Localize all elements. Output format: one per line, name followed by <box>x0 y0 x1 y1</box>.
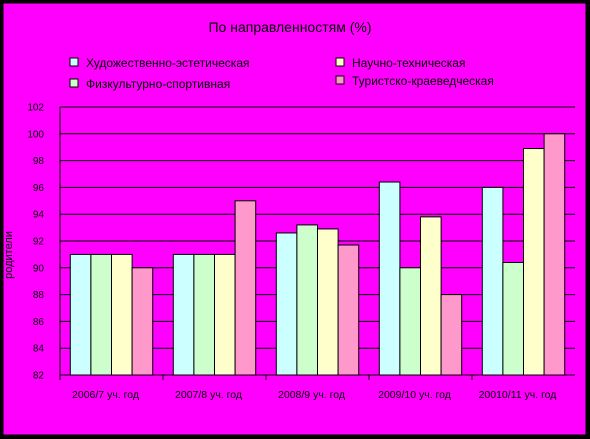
x-tick-labels: 2006/7 уч. год 2007/8 уч. год 2008/9 уч. г… <box>72 389 556 401</box>
x-tick-label: 20010/11 уч. год <box>479 389 557 401</box>
bar <box>111 253 133 376</box>
bar <box>131 267 154 376</box>
bar <box>481 186 504 376</box>
y-tick-label: 102 <box>27 103 44 114</box>
legend-label: Туристско-краеведческая <box>352 74 494 88</box>
bar <box>69 253 92 376</box>
y-tick-label: 82 <box>33 371 45 382</box>
y-tick-label: 90 <box>33 263 45 274</box>
bars <box>69 133 566 376</box>
legend: Художественно-эстетическая Физкультурно-с… <box>69 56 494 91</box>
bar <box>502 261 524 376</box>
y-tick-label: 96 <box>33 183 45 194</box>
bar <box>214 253 236 376</box>
bar <box>296 224 318 376</box>
bar <box>337 244 360 376</box>
bar <box>275 232 298 376</box>
x-tick-label: 2006/7 уч. год <box>72 389 139 401</box>
bar <box>172 253 195 376</box>
x-tick-label: 2008/9 уч. год <box>278 389 345 401</box>
axes <box>59 107 575 380</box>
y-tick-label: 98 <box>33 156 45 167</box>
bar <box>90 253 113 376</box>
legend-label: Физкультурно-спортивная <box>86 77 230 91</box>
bar <box>543 133 566 376</box>
chart-title: По направленностям (%) <box>208 19 371 35</box>
y-tick-label: 92 <box>33 237 45 248</box>
legend-label: Научно-техническая <box>352 56 465 70</box>
y-tick-label: 86 <box>33 317 45 328</box>
y-tick-label: 84 <box>33 344 45 355</box>
x-tick-label: 2009/10 уч. год <box>378 389 451 401</box>
y-tick-labels: 82 84 86 88 90 92 94 96 98 100 102 <box>27 103 44 382</box>
y-axis-label: родители <box>3 231 15 279</box>
y-tick-label: 94 <box>33 210 45 221</box>
y-tick-label: 100 <box>27 129 44 140</box>
bar <box>523 148 545 376</box>
bar <box>378 181 401 376</box>
legend-label: Художественно-эстетическая <box>86 56 250 70</box>
bar <box>234 200 257 376</box>
x-tick-label: 2007/8 уч. год <box>175 389 242 401</box>
y-tick-label: 88 <box>33 290 45 301</box>
legend-swatch <box>335 57 345 67</box>
legend-swatch <box>335 75 345 85</box>
bar <box>193 253 215 376</box>
bar <box>399 267 421 376</box>
legend-swatch <box>69 57 79 67</box>
bar <box>440 294 463 376</box>
bar <box>317 228 339 376</box>
bar <box>420 216 442 376</box>
legend-swatch <box>69 78 79 88</box>
